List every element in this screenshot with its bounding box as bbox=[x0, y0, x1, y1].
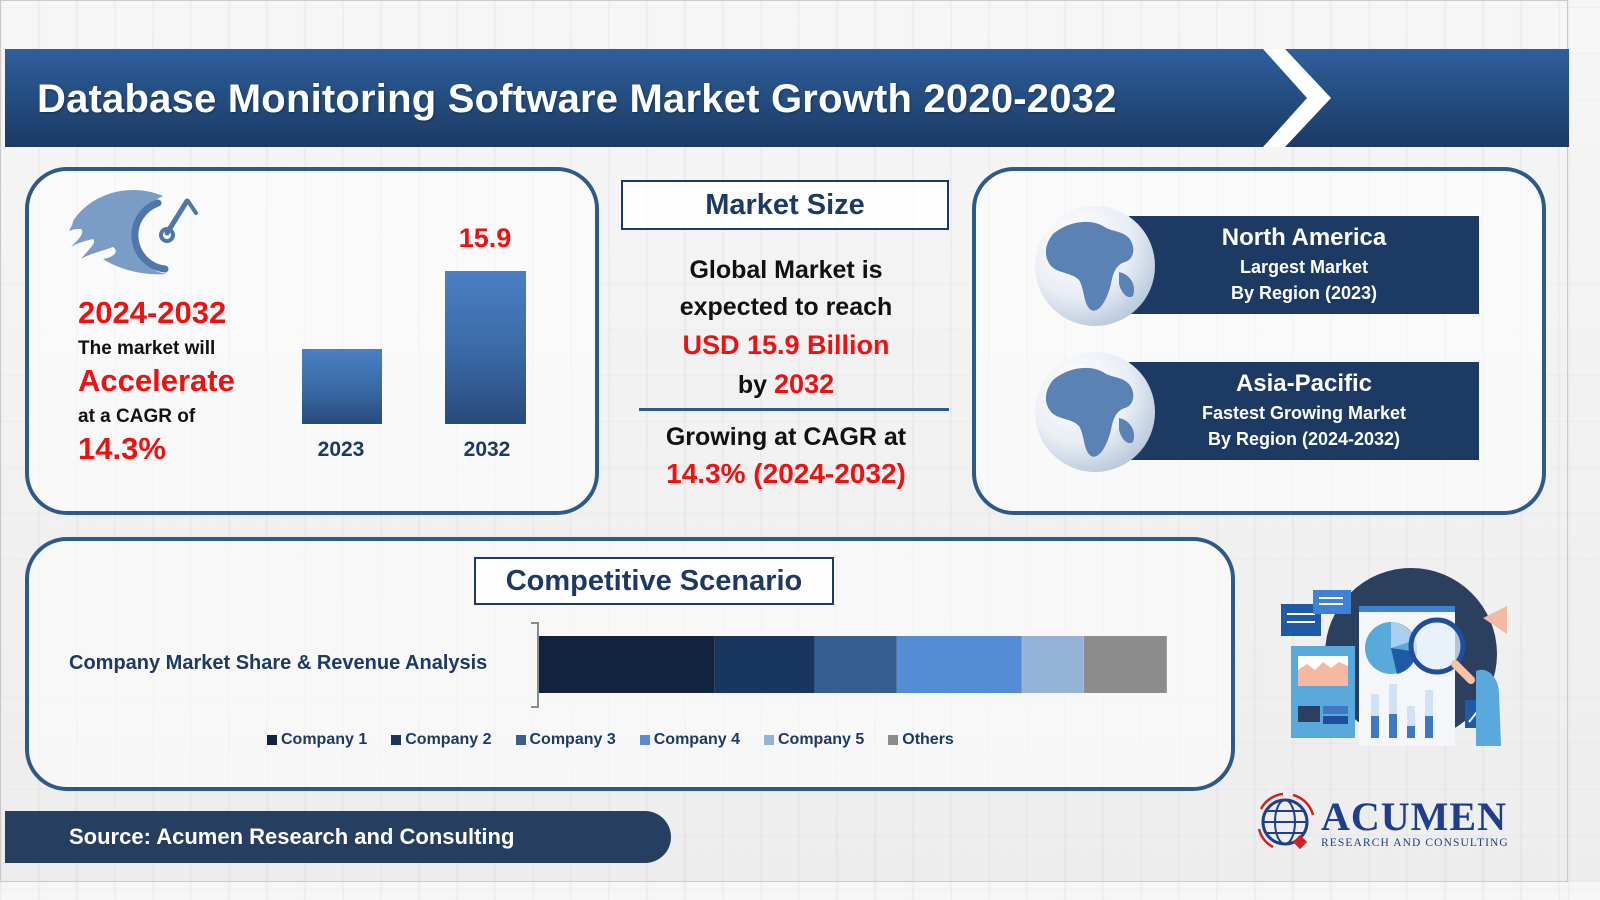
segment-company-1 bbox=[539, 636, 715, 693]
segment-company-3 bbox=[815, 636, 897, 693]
chevron-right-icon bbox=[1263, 49, 1331, 147]
segment-company-2 bbox=[715, 636, 815, 693]
region-card-asia-pacific: Asia-Pacific Fastest Growing Market By R… bbox=[1129, 362, 1479, 460]
by-year-line: by 2032 bbox=[621, 369, 951, 400]
stacked-share-bar bbox=[539, 636, 1167, 693]
globe-icon bbox=[1035, 206, 1155, 326]
region-line2: By Region (2023) bbox=[1230, 283, 1378, 303]
by-prefix: by bbox=[737, 371, 768, 399]
segment-others bbox=[1084, 636, 1167, 693]
legend-label: Others bbox=[902, 731, 954, 748]
source-bar: Source: Acumen Research and Consulting bbox=[5, 811, 671, 863]
legend-label: Company 1 bbox=[281, 731, 368, 748]
legend-label: Company 2 bbox=[405, 731, 492, 748]
acumen-logo-wordmark: ACUMEN bbox=[1321, 794, 1507, 839]
region-card-north-america: North America Largest Market By Region (… bbox=[1129, 216, 1479, 314]
market-will-text: The market will bbox=[78, 338, 216, 359]
region-line2: By Region (2024-2032) bbox=[1207, 429, 1401, 449]
cagr-period: 14.3% (2024-2032) bbox=[666, 458, 906, 489]
legend-swatch bbox=[515, 735, 526, 745]
bar-2032-value: 15.9 bbox=[458, 223, 512, 253]
page-title: Database Monitoring Software Market Grow… bbox=[37, 77, 1117, 121]
globe-icon bbox=[1035, 352, 1155, 472]
acumen-logo-tagline: RESEARCH AND CONSULTING bbox=[1321, 837, 1509, 849]
legend-swatch bbox=[391, 735, 402, 745]
legend-swatch bbox=[267, 735, 277, 745]
region-line1: Fastest Growing Market bbox=[1201, 403, 1407, 423]
legend-label: Company 4 bbox=[653, 731, 740, 748]
forecast-period: 2024-2032 bbox=[78, 295, 227, 330]
legend-swatch bbox=[639, 735, 650, 745]
region-line1: Largest Market bbox=[1239, 257, 1369, 277]
market-size-heading: Market Size bbox=[621, 180, 949, 230]
acumen-logo-globe-icon bbox=[1257, 792, 1315, 850]
cagr-value: 14.3% bbox=[78, 431, 166, 466]
legend-item-company-3: Company 3 bbox=[515, 731, 616, 749]
by-year: 2032 bbox=[774, 369, 835, 399]
divider bbox=[639, 408, 949, 411]
legend-item-others: Others bbox=[888, 731, 954, 749]
region-name: North America bbox=[1221, 224, 1387, 251]
legend-item-company-5: Company 5 bbox=[764, 731, 864, 749]
legend-item-company-2: Company 2 bbox=[391, 731, 492, 749]
global-market-text: Global Market is bbox=[689, 256, 883, 284]
competitive-heading: Competitive Scenario bbox=[474, 557, 834, 605]
legend-swatch bbox=[888, 735, 899, 745]
legend-swatch bbox=[764, 735, 774, 745]
accelerate-text: Accelerate bbox=[78, 363, 235, 398]
legend-label: Company 5 bbox=[778, 731, 865, 748]
bar-2023 bbox=[302, 349, 382, 424]
cagr-of-text: at a CAGR of bbox=[78, 406, 196, 427]
legend-item-company-1: Company 1 bbox=[267, 731, 367, 749]
expected-text: expected to reach bbox=[679, 293, 893, 321]
segment-company-5 bbox=[1022, 636, 1084, 693]
segment-company-4 bbox=[897, 636, 1022, 693]
bar-2032-label: 2032 bbox=[463, 438, 511, 461]
region-name: Asia-Pacific bbox=[1235, 370, 1373, 397]
bar-2023-label: 2023 bbox=[317, 438, 365, 461]
axis-bracket bbox=[531, 622, 539, 708]
stacked-bar-axis-label: Company Market Share & Revenue Analysis bbox=[69, 652, 488, 674]
legend: Company 1 Company 2 Company 3 Company 4 … bbox=[267, 731, 954, 749]
speedometer-icon bbox=[69, 189, 198, 275]
bar-2032 bbox=[445, 271, 526, 424]
analytics-illustration-icon bbox=[1281, 568, 1507, 746]
market-value: USD 15.9 Billion bbox=[682, 330, 890, 360]
legend-item-company-4: Company 4 bbox=[639, 731, 740, 749]
legend-label: Company 3 bbox=[529, 731, 616, 748]
growing-text: Growing at CAGR at bbox=[665, 423, 907, 451]
